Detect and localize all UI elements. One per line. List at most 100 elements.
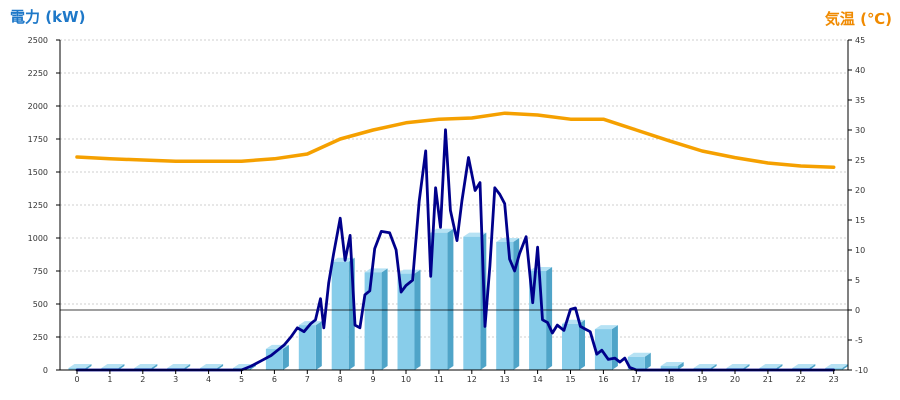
- left-tick-label: 1500: [28, 168, 48, 177]
- left-tick-label: 1750: [28, 135, 48, 144]
- bar-top: [68, 364, 92, 369]
- bar-top: [627, 352, 651, 357]
- left-tick-label: 2250: [28, 69, 48, 78]
- x-tick-label: 17: [631, 375, 641, 384]
- x-tick-label: 13: [500, 375, 510, 384]
- x-tick-label: 23: [829, 375, 839, 384]
- bar-side: [217, 364, 224, 370]
- x-tick-label: 2: [140, 375, 145, 384]
- right-tick-label: 10: [855, 246, 865, 255]
- bar-top: [200, 364, 224, 369]
- gridlines: [60, 39, 848, 338]
- x-tick-label: 10: [401, 375, 411, 384]
- right-tick-label: 25: [855, 156, 865, 165]
- bar-front: [594, 329, 612, 370]
- bar-front: [430, 232, 448, 370]
- right-axis-title: 気温 (℃): [825, 10, 892, 28]
- right-tick-label: 35: [855, 96, 865, 105]
- bar: [496, 237, 520, 370]
- left-tick-label: 1000: [28, 234, 48, 243]
- bar-front: [562, 323, 579, 370]
- bar-side: [546, 267, 553, 370]
- bar-front: [463, 236, 481, 370]
- bar: [660, 362, 684, 370]
- bar-side: [447, 228, 454, 370]
- bar-front: [364, 272, 382, 370]
- bar-top: [792, 364, 816, 369]
- line-series: [60, 111, 848, 372]
- bar-top: [364, 268, 388, 273]
- x-tick-label: 22: [796, 375, 806, 384]
- bar-side: [743, 364, 750, 370]
- bar-side: [315, 321, 322, 370]
- right-tick-label: 45: [855, 36, 865, 45]
- bar: [594, 325, 618, 370]
- left-axis-title: 電力 (kW): [10, 8, 85, 26]
- left-tick-label: 0: [43, 366, 48, 375]
- bar-top: [759, 364, 783, 369]
- x-tick-label: 7: [305, 375, 310, 384]
- left-tick-label: 2500: [28, 36, 48, 45]
- x-tick-label: 0: [74, 375, 79, 384]
- x-tick-label: 1: [107, 375, 112, 384]
- left-tick-label: 750: [33, 267, 48, 276]
- bar-top: [101, 364, 125, 369]
- bar-side: [282, 344, 289, 370]
- right-tick-label: 30: [855, 126, 865, 135]
- bar-side: [710, 364, 717, 370]
- bar-front: [627, 356, 645, 370]
- bar-front: [397, 273, 415, 370]
- x-tick-label: 4: [206, 375, 211, 384]
- x-tick-label: 20: [730, 375, 740, 384]
- bar-side: [184, 364, 191, 370]
- temperature-line: [75, 111, 836, 169]
- bar-top: [825, 364, 849, 369]
- bar-top: [134, 364, 158, 369]
- bar: [364, 268, 388, 370]
- bar-side: [85, 364, 92, 370]
- bar-front: [496, 241, 514, 370]
- bar-top: [167, 364, 191, 369]
- bar-top: [331, 257, 355, 262]
- bar-top: [660, 362, 684, 367]
- left-tick-label: 250: [33, 333, 48, 342]
- bar: [397, 269, 421, 370]
- bar-top: [693, 364, 717, 369]
- axes: [56, 39, 852, 374]
- bar-side: [579, 319, 585, 370]
- tick-labels: 02505007501000125015001750200022502500-1…: [28, 36, 868, 384]
- x-tick-label: 6: [272, 375, 277, 384]
- bar-side: [151, 364, 158, 370]
- bar-front: [298, 325, 316, 370]
- bar-side: [776, 364, 783, 370]
- right-tick-label: -10: [855, 366, 868, 375]
- x-tick-label: 8: [338, 375, 343, 384]
- x-tick-label: 11: [434, 375, 444, 384]
- power-line: [75, 128, 836, 372]
- right-tick-label: 5: [855, 276, 860, 285]
- bar-series: [68, 228, 849, 370]
- bar-front: [660, 366, 678, 370]
- x-tick-label: 14: [533, 375, 543, 384]
- bar-side: [842, 364, 849, 370]
- bar-side: [381, 268, 388, 370]
- left-tick-label: 1250: [28, 201, 48, 210]
- right-tick-label: 40: [855, 66, 865, 75]
- bar-side: [677, 362, 684, 370]
- bar: [430, 228, 454, 370]
- bar-side: [414, 269, 421, 370]
- bar-top: [594, 325, 618, 330]
- left-tick-label: 2000: [28, 102, 48, 111]
- bar-front: [265, 348, 283, 370]
- bar: [265, 344, 289, 370]
- right-tick-label: 15: [855, 216, 865, 225]
- bar-side: [118, 364, 125, 370]
- bar-front: [331, 261, 349, 370]
- x-tick-label: 16: [598, 375, 608, 384]
- right-tick-label: -5: [855, 336, 863, 345]
- bar: [627, 352, 651, 370]
- x-tick-label: 3: [173, 375, 178, 384]
- bar-top: [726, 364, 750, 369]
